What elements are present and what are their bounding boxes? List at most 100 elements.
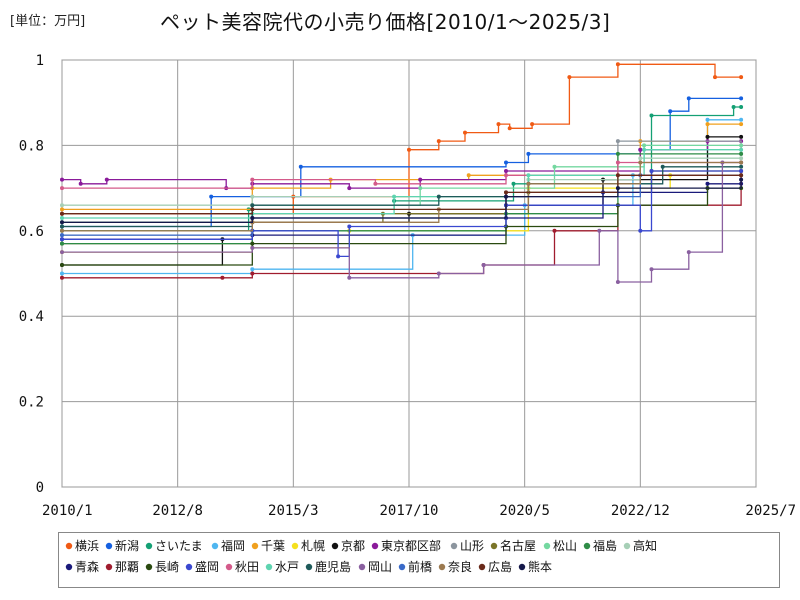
data-point xyxy=(250,245,255,250)
data-point xyxy=(250,177,255,182)
x-tick-label: 2012/8 xyxy=(152,503,203,519)
series-line xyxy=(62,187,742,266)
legend-label: 奈良 xyxy=(448,559,472,574)
chart-title: ペット美容院代の小売り価格[2010/1～2025/3] xyxy=(160,10,611,34)
series-line xyxy=(62,170,742,258)
data-point xyxy=(418,186,423,191)
legend-marker xyxy=(518,563,526,571)
data-point xyxy=(615,62,620,67)
legend-item: 盛岡 xyxy=(185,559,219,574)
data-point xyxy=(511,181,516,186)
legend-item: 山形 xyxy=(450,539,484,553)
legend-label: 水戸 xyxy=(275,560,299,574)
data-point xyxy=(60,233,64,238)
legend-label: 千葉 xyxy=(261,539,285,553)
legend-item: 熊本 xyxy=(518,559,552,574)
data-point xyxy=(347,224,352,229)
data-point xyxy=(615,280,620,284)
x-tick-label: 2020/5 xyxy=(499,503,550,519)
data-point xyxy=(552,164,557,169)
data-point xyxy=(436,139,441,144)
data-point xyxy=(504,190,508,195)
legend-item: 青森 xyxy=(65,559,99,574)
unit-label: [単位：万円] xyxy=(10,14,86,29)
data-point xyxy=(60,186,64,191)
data-point xyxy=(615,160,620,165)
data-point xyxy=(739,105,744,109)
data-point xyxy=(552,228,557,233)
data-point xyxy=(347,186,352,191)
legend-label: 盛岡 xyxy=(195,559,219,574)
y-tick-label: 0.4 xyxy=(19,309,44,325)
data-point xyxy=(496,122,501,127)
legend-item: 松山 xyxy=(543,539,577,553)
data-point xyxy=(60,224,64,229)
legend-marker xyxy=(478,563,486,571)
legend-item: 秋田 xyxy=(225,560,259,574)
data-point xyxy=(739,169,744,173)
data-point xyxy=(250,207,255,212)
legend-item: 鹿児島 xyxy=(305,559,351,574)
x-tick-label: 2010/1 xyxy=(42,503,93,519)
legend-label: 松山 xyxy=(553,539,577,553)
data-point xyxy=(436,271,441,276)
data-point xyxy=(60,237,64,242)
legend-marker xyxy=(371,542,379,550)
legend-label: 高知 xyxy=(633,538,657,553)
legend-marker xyxy=(251,542,259,550)
data-point xyxy=(60,241,64,246)
legend-item: 前橋 xyxy=(398,559,432,574)
legend-item: 福岡 xyxy=(211,538,245,553)
data-point xyxy=(209,194,214,199)
series-熊本 xyxy=(60,177,744,225)
x-tick-label: 2025/7 xyxy=(745,503,796,519)
data-point xyxy=(638,156,643,161)
legend-label: 京都 xyxy=(341,539,365,553)
data-point xyxy=(705,117,710,122)
legend-item: 岡山 xyxy=(358,560,392,574)
legend-label: 東京都区部 xyxy=(381,538,441,553)
data-point xyxy=(739,75,744,80)
data-point xyxy=(649,267,654,272)
data-point xyxy=(336,254,341,259)
legend-item: 広島 xyxy=(478,559,512,574)
legend-marker xyxy=(145,542,153,550)
data-point xyxy=(739,164,744,169)
legend-item: 新潟 xyxy=(105,538,139,553)
data-point xyxy=(60,275,64,280)
legend-marker xyxy=(331,542,339,550)
data-point xyxy=(739,143,744,148)
y-tick-label: 0.6 xyxy=(19,224,44,240)
data-point xyxy=(60,207,64,212)
data-point xyxy=(660,164,665,169)
data-point xyxy=(347,275,352,280)
data-point xyxy=(530,122,535,127)
legend-marker xyxy=(291,542,299,550)
data-point xyxy=(250,194,255,199)
data-point xyxy=(60,250,64,255)
series-line xyxy=(62,63,742,215)
legend-marker xyxy=(490,542,498,550)
data-point xyxy=(60,263,64,267)
data-point xyxy=(638,160,643,165)
legend-marker xyxy=(438,563,446,571)
tick-layer: 2010/1 2012/8 2015/3 2017/10 2020/5 2022/12 20… xyxy=(19,53,796,519)
legend-label: 福島 xyxy=(593,538,617,553)
legend-marker xyxy=(145,563,153,571)
legend-label: 新潟 xyxy=(115,538,139,553)
x-tick-label: 2017/10 xyxy=(379,503,438,519)
data-point xyxy=(60,228,64,233)
legend-marker xyxy=(211,542,219,550)
data-point xyxy=(466,173,471,178)
data-point xyxy=(739,122,744,127)
series-layer xyxy=(60,62,744,284)
data-point xyxy=(60,271,64,276)
data-point xyxy=(739,151,744,156)
y-tick-label: 0 xyxy=(36,480,44,496)
data-point xyxy=(739,147,744,152)
data-point xyxy=(104,177,109,182)
data-point xyxy=(250,203,255,208)
legend-marker xyxy=(185,563,193,571)
legend-label: 青森 xyxy=(75,559,99,574)
